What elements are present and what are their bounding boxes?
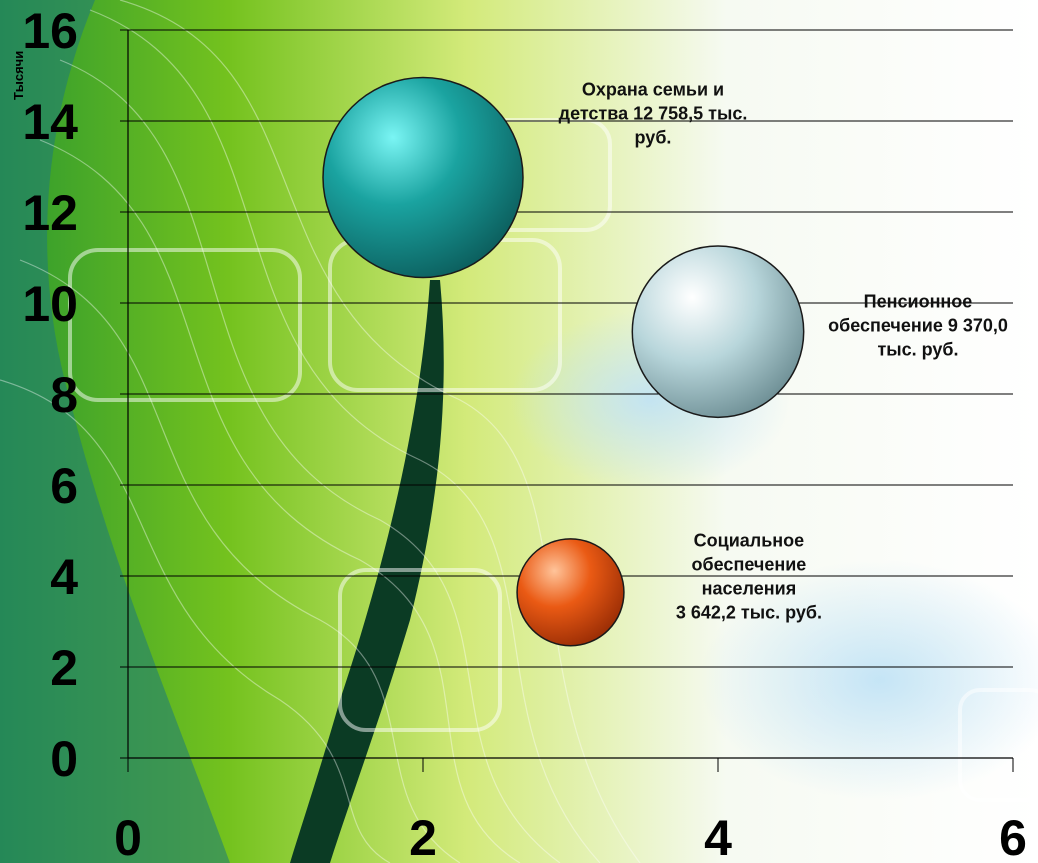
data-label-line: обеспечение 9 370,0 xyxy=(828,316,1008,336)
y-tick-label: 12 xyxy=(22,185,78,241)
data-label-line: тыс. руб. xyxy=(877,340,958,360)
y-tick-label: 4 xyxy=(50,549,78,605)
y-tick-label: 14 xyxy=(22,94,78,150)
y-tick-label: 10 xyxy=(22,276,78,332)
bubble-0 xyxy=(322,76,524,279)
y-tick-label: 0 xyxy=(50,731,78,787)
data-label-line: обеспечение xyxy=(692,554,807,574)
y-tick-label: 8 xyxy=(50,367,78,423)
bubble-2 xyxy=(516,538,625,647)
data-label-line: детства 12 758,5 тыс. xyxy=(559,103,748,123)
data-label-line: Социальное xyxy=(694,530,805,550)
data-label-line: Пенсионное xyxy=(864,292,973,312)
data-label-line: руб. xyxy=(635,127,672,147)
data-label-line: Охрана семьи и xyxy=(582,79,724,99)
x-tick-label: 6 xyxy=(999,810,1027,863)
x-tick-label: 0 xyxy=(114,810,142,863)
bubbles xyxy=(322,76,805,647)
y-axis-tick-labels: 0 2 4 6 8 10 12 14 16 xyxy=(22,3,128,787)
y-tick-label: 6 xyxy=(50,458,78,514)
y-tick-label: 2 xyxy=(50,640,78,696)
data-label-line: 3 642,2 тыс. руб. xyxy=(676,602,822,622)
y-tick-label: 16 xyxy=(22,3,78,59)
x-axis-ticks xyxy=(127,758,1014,772)
data-labels: Охрана семьи и детства 12 758,5 тыс. руб. П… xyxy=(559,79,1008,622)
y-axis-unit-label: Тысячи xyxy=(11,51,26,100)
x-axis-tick-labels: 0 2 4 6 xyxy=(114,810,1027,863)
x-tick-label: 2 xyxy=(409,810,437,863)
data-label-line: населения xyxy=(702,578,797,598)
bubble-1 xyxy=(631,245,805,419)
x-tick-label: 4 xyxy=(704,810,732,863)
